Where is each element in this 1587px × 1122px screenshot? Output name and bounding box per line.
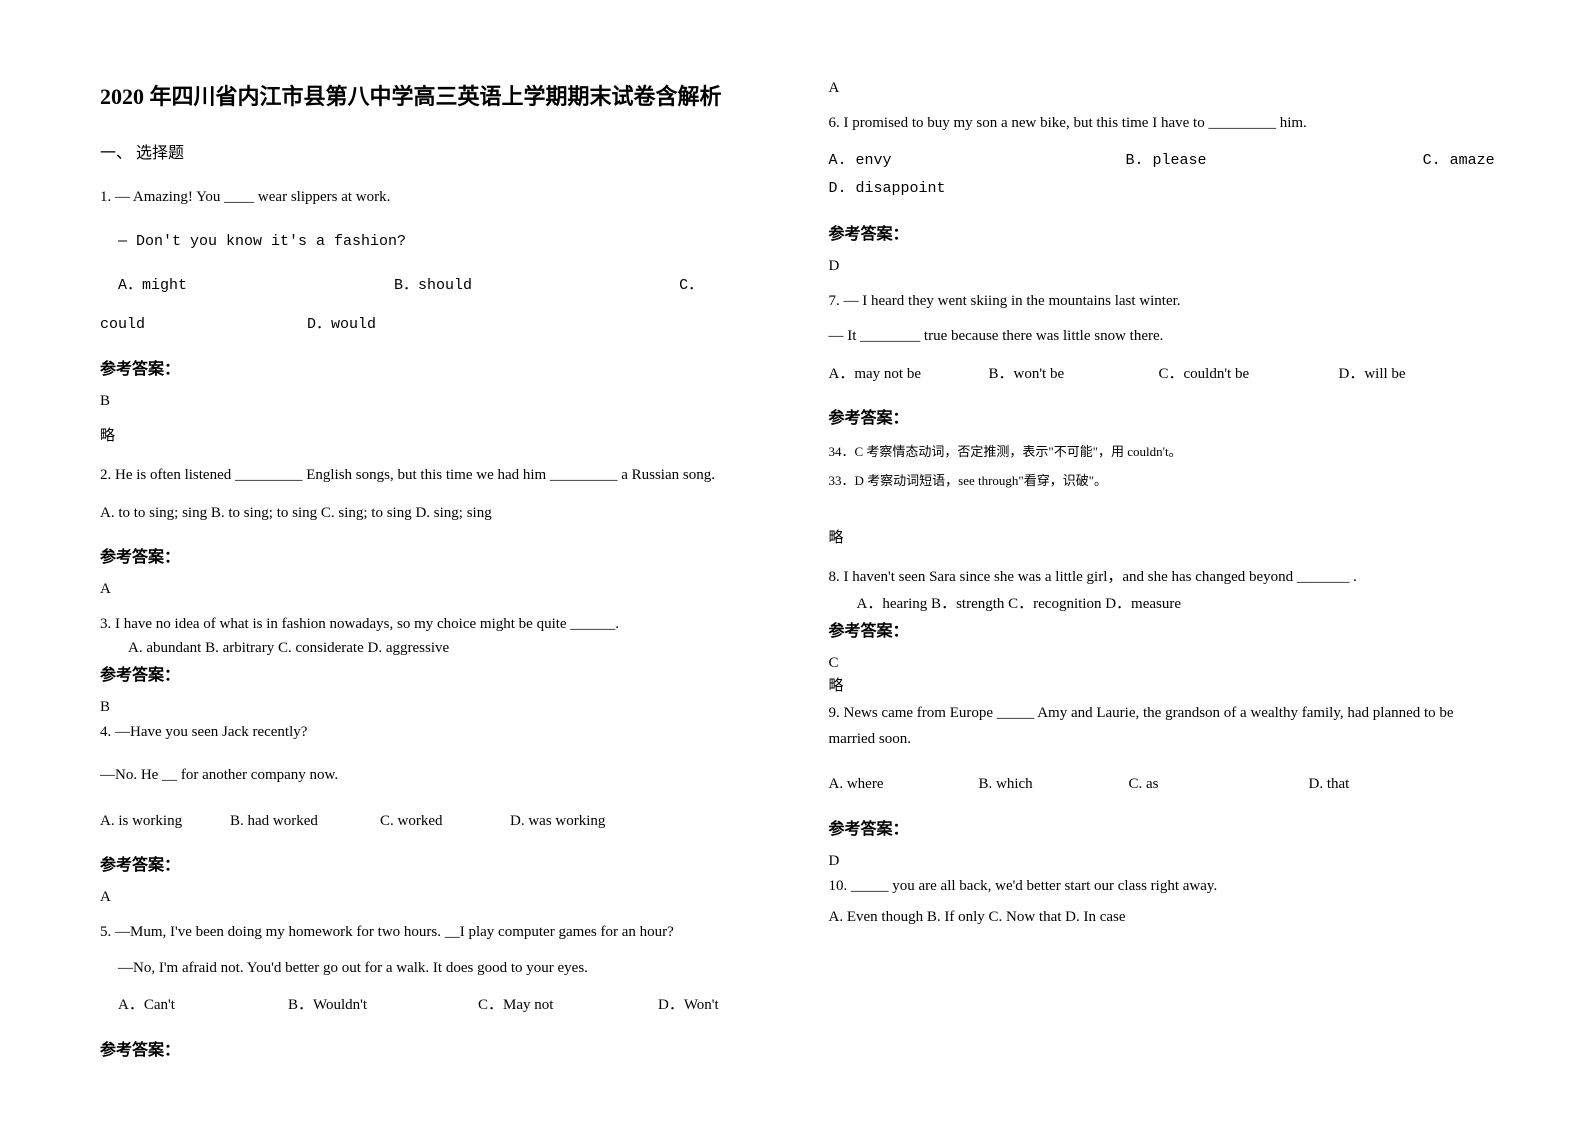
q9-answer: D (829, 853, 1498, 870)
q1-opts2: could D．would (100, 311, 769, 340)
q9-optB: B. which (979, 770, 1129, 799)
q7-line2: — It ________ true because there was lit… (829, 324, 1498, 350)
q4-answer-label: 参考答案： (100, 851, 769, 875)
q7-opts: A．may not be B．won't be C．couldn't be D．… (829, 360, 1498, 389)
q5-opts: A．Can't B．Wouldn't C．May not D．Won't (100, 991, 769, 1020)
q5-optB: B．Wouldn't (288, 991, 478, 1020)
q1-line2: — Don't you know it's a fashion? (100, 229, 769, 255)
q9-optA: A. where (829, 770, 979, 799)
q7-answer-label: 参考答案： (829, 404, 1498, 428)
q5-optA: A．Can't (118, 991, 288, 1020)
q7-optC: C．couldn't be (1159, 360, 1339, 389)
q10-opts: A. Even though B. If only C. Now that D.… (829, 903, 1498, 932)
q6-opts: A. envy B. please C. amaze D. disappoint (829, 147, 1498, 204)
q3-answer: B (100, 699, 769, 716)
q1-answer-label: 参考答案： (100, 355, 769, 379)
q5-optD: D．Won't (658, 991, 719, 1020)
q4-opts: A. is working B. had worked C. worked D.… (100, 807, 769, 836)
q7-optD: D．will be (1339, 360, 1406, 389)
q9-opts: A. where B. which C. as D. that (829, 770, 1498, 799)
q6-text: 6. I promised to buy my son a new bike, … (829, 111, 1498, 137)
q8-opts: A．hearing B．strength C．recognition D．mea… (829, 592, 1498, 613)
q3-text: 3. I have no idea of what is in fashion … (100, 612, 769, 638)
q1-answer: B (100, 393, 769, 410)
q2-answer-label: 参考答案： (100, 543, 769, 567)
q1-brief: 略 (100, 424, 769, 445)
q5-optC: C．May not (478, 991, 658, 1020)
q6-answer: D (829, 258, 1498, 275)
q3-answer-label: 参考答案： (100, 661, 769, 685)
q4-line2: —No. He __ for another company now. (100, 763, 769, 789)
q3-opts: A. abundant B. arbitrary C. considerate … (100, 640, 769, 657)
q9-text: 9. News came from Europe _____ Amy and L… (829, 701, 1498, 752)
section-header-1: 一、 选择题 (100, 139, 769, 163)
q8-answer-label: 参考答案： (829, 617, 1498, 641)
q5-answer-label: 参考答案： (100, 1036, 769, 1060)
q7-optA: A．may not be (829, 360, 989, 389)
q1-text: 1. — Amazing! You ____ wear slippers at … (100, 185, 769, 211)
q6-answer-label: 参考答案： (829, 220, 1498, 244)
q9-optC: C. as (1129, 770, 1309, 799)
q4-text: 4. —Have you seen Jack recently? (100, 720, 769, 746)
q7-note2: 33．D 考察动词短语，see through"看穿，识破"。 (829, 471, 1498, 492)
q5-text: 5. —Mum, I've been doing my homework for… (100, 920, 769, 946)
q9-optD: D. that (1309, 770, 1350, 799)
q8-text: 8. I haven't seen Sara since she was a l… (829, 565, 1498, 591)
q4-optD: D. was working (510, 807, 605, 836)
q1-opts1: A．might B．should C． (100, 272, 769, 301)
q7-note1: 34．C 考察情态动词，否定推测，表示"不可能"，用 couldn't。 (829, 442, 1498, 463)
q9-answer-label: 参考答案： (829, 815, 1498, 839)
q5-line2: —No, I'm afraid not. You'd better go out… (100, 956, 769, 982)
q7-brief: 略 (829, 526, 1498, 547)
q7-text: 7. — I heard they went skiing in the mou… (829, 289, 1498, 315)
q10-text: 10. _____ you are all back, we'd better … (829, 874, 1498, 900)
q2-opts: A. to to sing; sing B. to sing; to sing … (100, 499, 769, 528)
doc-title: 2020 年四川省内江市县第八中学高三英语上学期期末试卷含解析 (100, 80, 769, 113)
q4-optA: A. is working (100, 807, 230, 836)
exam-page: 2020 年四川省内江市县第八中学高三英语上学期期末试卷含解析 一、 选择题 1… (0, 0, 1587, 1122)
q7-optB: B．won't be (989, 360, 1159, 389)
q4-answer: A (100, 889, 769, 906)
q4-optB: B. had worked (230, 807, 380, 836)
q4-optC: C. worked (380, 807, 510, 836)
q8-brief: 略 (829, 674, 1498, 695)
q5-answer: A (829, 80, 1498, 97)
q8-answer: C (829, 655, 1498, 672)
q2-text: 2. He is often listened _________ Englis… (100, 463, 769, 489)
q2-answer: A (100, 581, 769, 598)
